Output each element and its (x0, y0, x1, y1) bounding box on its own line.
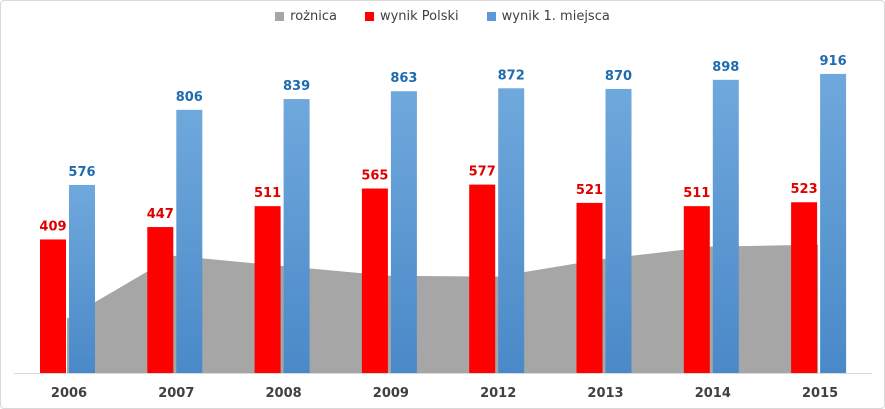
data-label-wynik-polski: 511 (683, 186, 710, 201)
bar-wynik-1-miejsca (283, 99, 310, 373)
bar-wynik-1-miejsca (820, 73, 847, 374)
bar-wynik-1-miejsca (605, 88, 632, 373)
legend-swatch-roznica (275, 12, 285, 21)
x-tick-label: 2006 (51, 386, 87, 401)
data-label-wynik-polski: 511 (254, 186, 281, 201)
legend-item-wynik-1-miejsca: wynik 1. miejsca (486, 9, 610, 24)
data-label-wynik-1-miejsca: 916 (820, 54, 847, 69)
legend-item-roznica: rożnica (275, 9, 337, 24)
x-tick-label: 2014 (695, 386, 731, 401)
x-tick-label: 2013 (587, 386, 623, 401)
data-label-wynik-1-miejsca: 806 (176, 90, 203, 105)
x-tick-label: 2008 (266, 386, 302, 401)
bar-wynik-polski (40, 239, 66, 373)
bar-wynik-1-miejsca (390, 91, 417, 373)
data-label-wynik-polski: 409 (39, 219, 66, 234)
bar-wynik-1-miejsca (712, 79, 739, 373)
data-label-wynik-polski: 523 (791, 182, 818, 197)
x-tick-label: 2009 (373, 386, 409, 401)
bar-wynik-1-miejsca (69, 184, 95, 373)
data-label-wynik-polski: 577 (469, 165, 496, 180)
legend: rożnica wynik Polski wynik 1. miejsca (0, 9, 885, 24)
data-label-wynik-polski: 521 (576, 183, 603, 198)
x-tick-label: 2012 (480, 386, 516, 401)
bar-wynik-polski (576, 202, 603, 373)
legend-swatch-wynik-1-miejsca (486, 12, 496, 21)
x-tick-label: 2015 (802, 386, 838, 401)
bar-wynik-polski (254, 206, 281, 373)
legend-swatch-wynik-polski (364, 12, 374, 21)
legend-label-wynik-1-miejsca: wynik 1. miejsca (501, 9, 610, 24)
bar-wynik-polski (361, 188, 388, 373)
bar-wynik-polski (147, 227, 174, 373)
bar-wynik-polski (791, 202, 818, 373)
data-label-wynik-1-miejsca: 839 (283, 79, 310, 94)
bar-wynik-1-miejsca (498, 88, 525, 374)
data-label-wynik-1-miejsca: 870 (605, 69, 632, 84)
data-label-wynik-1-miejsca: 863 (390, 71, 417, 86)
bar-wynik-1-miejsca (176, 109, 203, 373)
data-label-wynik-polski: 565 (361, 169, 388, 184)
x-tick-label: 2007 (158, 386, 194, 401)
bar-wynik-polski (683, 206, 710, 373)
legend-label-wynik-polski: wynik Polski (379, 9, 459, 24)
data-label-wynik-1-miejsca: 576 (68, 165, 95, 180)
legend-item-wynik-polski: wynik Polski (364, 9, 459, 24)
data-label-wynik-polski: 447 (147, 207, 174, 222)
legend-label-roznica: rożnica (290, 9, 337, 24)
bar-wynik-polski (469, 184, 496, 373)
data-label-wynik-1-miejsca: 898 (712, 60, 739, 75)
data-label-wynik-1-miejsca: 872 (498, 68, 525, 83)
